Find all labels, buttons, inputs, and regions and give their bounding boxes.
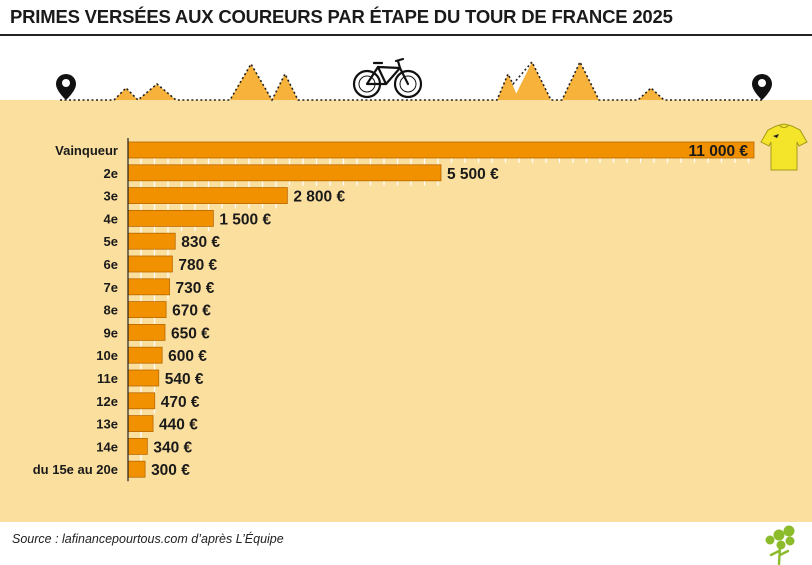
category-label: 2e	[104, 166, 118, 181]
title-divider	[0, 34, 812, 36]
value-label: 540 €	[165, 371, 204, 388]
tree-logo-icon	[765, 525, 795, 565]
bar	[127, 369, 160, 387]
mountain-peak	[138, 84, 176, 100]
category-label: 7e	[104, 280, 118, 295]
category-label: 8e	[104, 303, 118, 318]
bar	[127, 392, 156, 410]
mountain-profile	[60, 60, 764, 102]
value-labels: 11 000 € 5 500 € 2 800 € 1 500 € 830 € 780 € 7…	[151, 143, 748, 479]
mountain-peak	[230, 64, 272, 100]
category-label: 14e	[96, 439, 118, 454]
mountain-peak	[513, 62, 551, 100]
category-label: 10e	[96, 348, 118, 363]
finish-pin-icon	[752, 74, 772, 100]
bar	[127, 209, 214, 227]
bar	[127, 437, 148, 455]
category-label: 5e	[104, 234, 118, 249]
category-label: 4e	[104, 211, 118, 226]
bar	[127, 164, 442, 182]
mountain-peak	[497, 74, 519, 100]
value-label: 470 €	[161, 394, 200, 411]
category-label: 6e	[104, 257, 118, 272]
category-label: 12e	[96, 394, 118, 409]
value-label: 780 €	[178, 257, 217, 274]
bar	[127, 301, 167, 319]
value-label: 650 €	[171, 325, 210, 342]
value-label: 830 €	[181, 234, 220, 251]
bar	[127, 187, 288, 205]
value-label: 300 €	[151, 462, 190, 479]
mountain-peak	[114, 88, 138, 100]
bar	[127, 278, 170, 296]
mountain-peak	[272, 74, 298, 100]
chart-panel	[0, 100, 812, 522]
source-note: Source : lafinancepourtous.com d’après L…	[12, 532, 284, 546]
category-label: du 15e au 20e	[33, 462, 118, 477]
bar-series	[127, 141, 755, 478]
category-label: 3e	[104, 189, 118, 204]
bicycle-icon	[352, 57, 423, 99]
category-label: Vainqueur	[55, 143, 118, 158]
bar	[127, 346, 163, 364]
value-label: 600 €	[168, 348, 207, 365]
value-label: 11 000 €	[689, 143, 749, 160]
yellow-jersey-icon	[760, 123, 808, 171]
category-labels: Vainqueur 2e 3e 4e 5e 6e 7e 8e 9e 10e 11e 12e 13e 14e…	[33, 143, 118, 477]
mountain-peak	[562, 62, 599, 100]
value-label: 5 500 €	[447, 166, 499, 183]
value-label: 1 500 €	[219, 211, 271, 228]
bar	[127, 141, 755, 159]
value-label: 440 €	[159, 417, 198, 434]
category-label: 11e	[97, 371, 118, 386]
chart-title: PRIMES VERSÉES AUX COUREURS PAR ÉTAPE DU…	[10, 6, 673, 27]
category-label: 13e	[96, 417, 118, 432]
bar	[127, 460, 146, 478]
bar	[127, 232, 176, 250]
bar	[127, 415, 154, 433]
value-label: 670 €	[172, 303, 211, 320]
value-label: 340 €	[153, 439, 192, 456]
value-label: 2 800 €	[293, 189, 345, 206]
route-dotted-line	[60, 60, 764, 102]
category-label: 9e	[104, 325, 118, 340]
value-label: 730 €	[176, 280, 215, 297]
mountain-peak	[638, 88, 664, 100]
bar	[127, 255, 173, 273]
start-pin-icon	[56, 74, 76, 100]
bar	[127, 323, 166, 341]
